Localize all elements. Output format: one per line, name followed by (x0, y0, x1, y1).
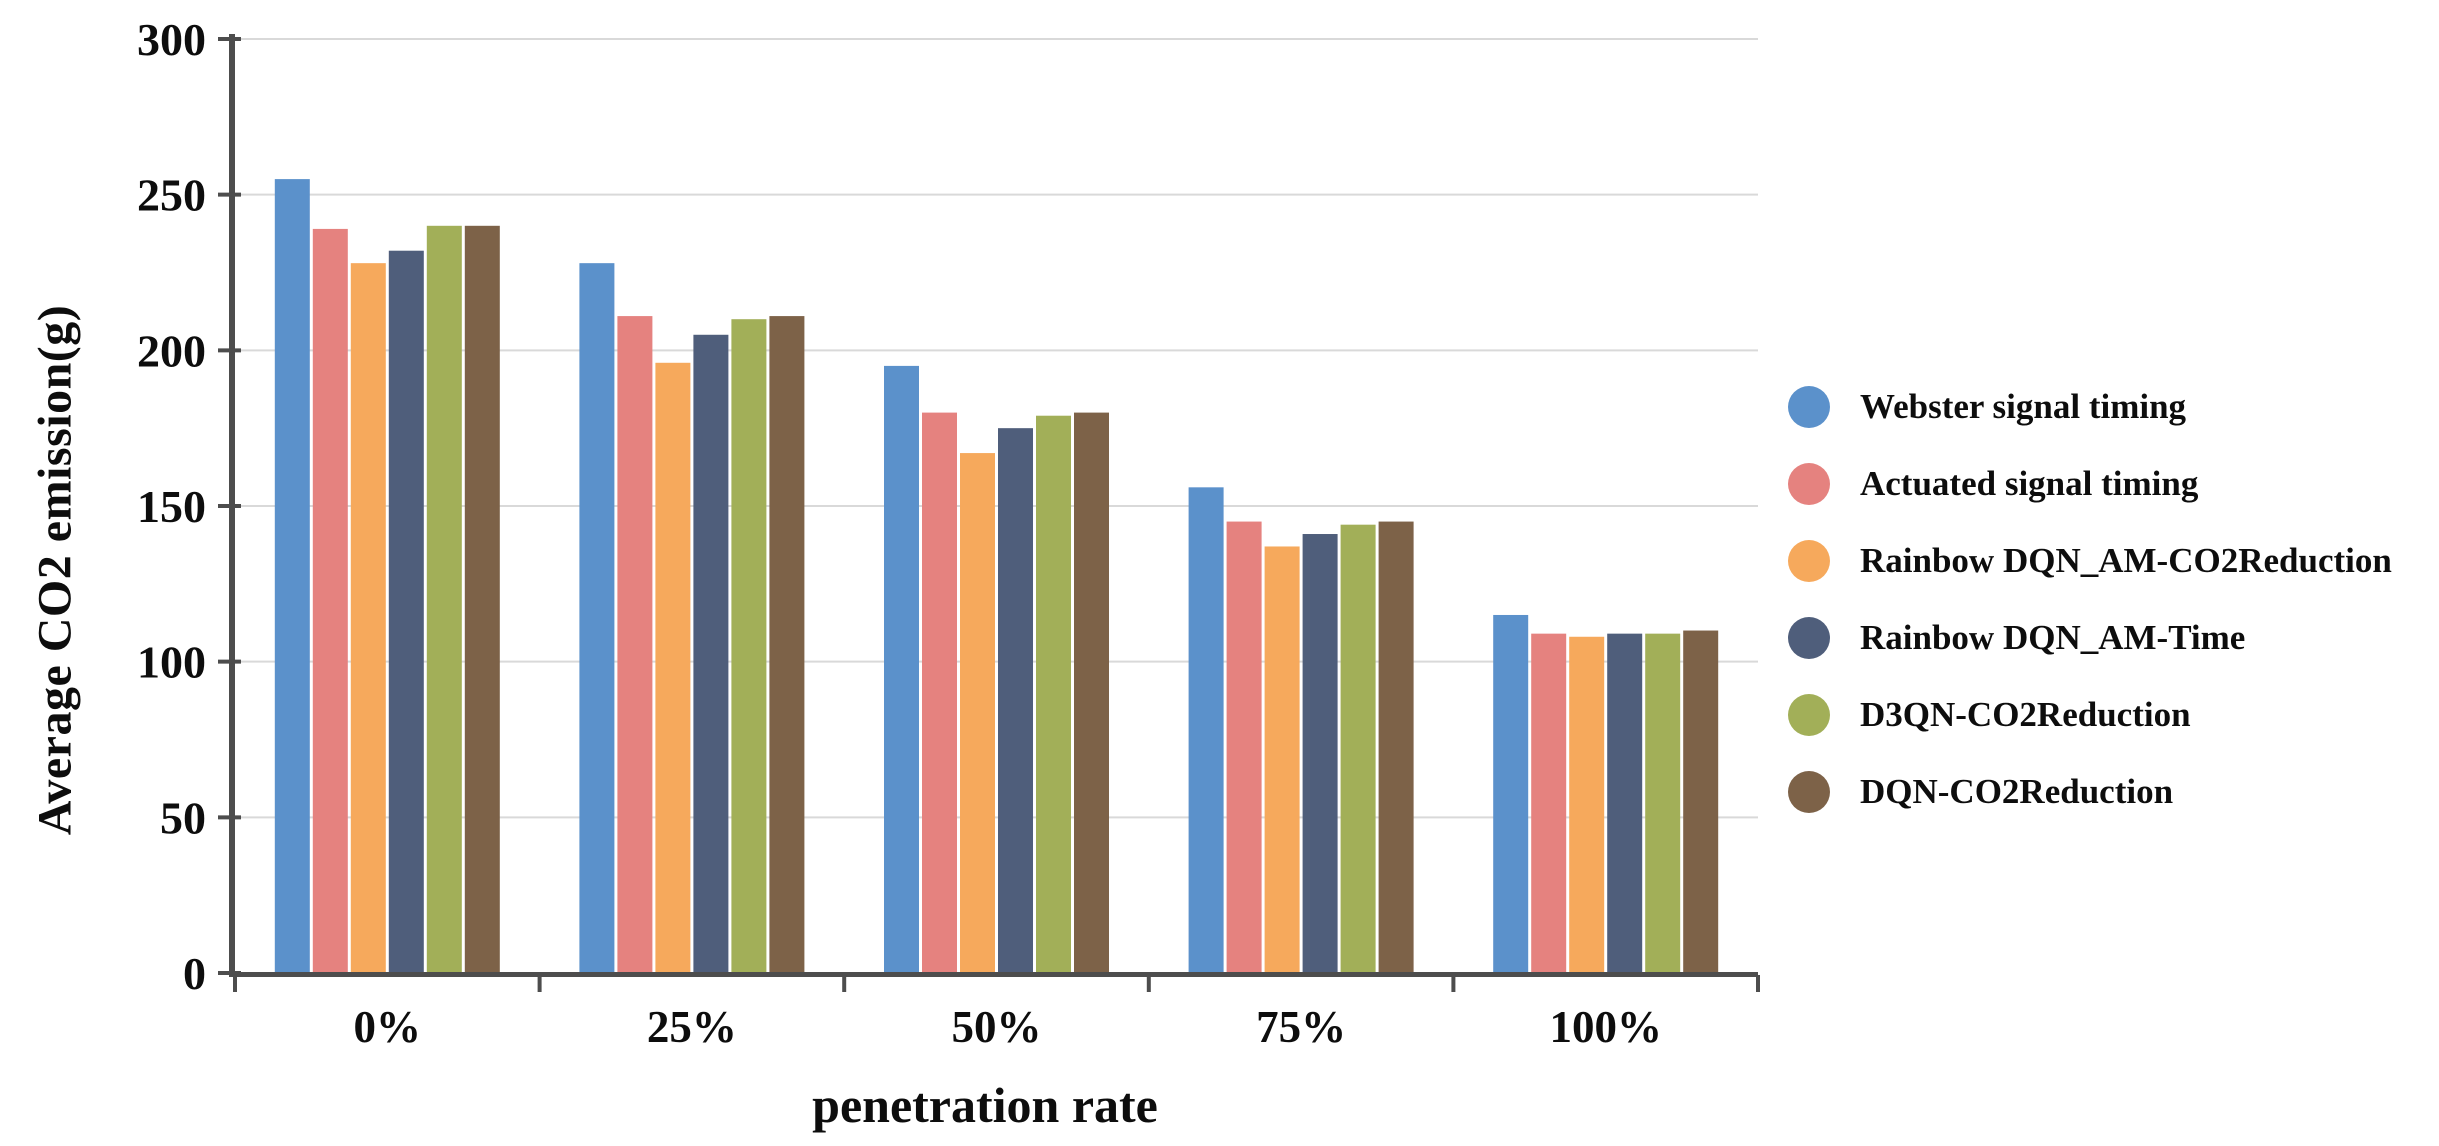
y-tick-label: 250 (137, 170, 206, 221)
bar (1036, 415, 1071, 972)
y-tick-label: 150 (137, 481, 206, 532)
x-axis-title: penetration rate (812, 1077, 1158, 1133)
legend-swatch-icon (1788, 617, 1830, 659)
bar (1607, 633, 1643, 972)
legend-swatch-icon (1788, 694, 1830, 736)
legend-item: Webster signal timing (1788, 386, 2392, 428)
y-tick-label: 200 (137, 325, 206, 376)
legend-swatch-icon (1788, 771, 1830, 813)
bar (617, 316, 653, 972)
legend-item: Actuated signal timing (1788, 463, 2392, 505)
x-tick-label: 25% (647, 1002, 737, 1052)
y-tick-label: 0 (183, 948, 206, 999)
bar (731, 319, 767, 972)
x-tick-label: 75% (1256, 1002, 1346, 1052)
bar (1188, 487, 1224, 972)
bar (1378, 521, 1414, 972)
bar (1493, 614, 1529, 972)
legend-item-label: D3QN-CO2Reduction (1860, 695, 2191, 734)
legend-item: Rainbow DQN_AM-CO2Reduction (1788, 540, 2392, 582)
x-axis-line (229, 972, 1758, 977)
bar (312, 228, 348, 972)
bar (1074, 412, 1109, 973)
bar (769, 316, 805, 972)
y-tick-label: 100 (137, 637, 206, 688)
bar (884, 365, 919, 972)
bar (1340, 524, 1376, 972)
legend-item-label: Actuated signal timing (1860, 464, 2199, 503)
bar (1683, 630, 1719, 972)
legend-item: D3QN-CO2Reduction (1788, 694, 2392, 736)
x-tick-label: 0% (354, 1002, 422, 1052)
bar (579, 263, 615, 972)
legend-item-label: Rainbow DQN_AM-Time (1860, 618, 2246, 657)
bar (1531, 633, 1567, 972)
legend-swatch-icon (1788, 386, 1830, 428)
legend-item: Rainbow DQN_AM-Time (1788, 617, 2392, 659)
bar (693, 334, 729, 972)
y-tick-label: 50 (160, 792, 206, 843)
bar (274, 179, 310, 973)
bar (1226, 521, 1262, 972)
bar (1645, 633, 1681, 972)
legend-item-label: DQN-CO2Reduction (1860, 772, 2174, 811)
bar (1569, 636, 1605, 972)
bar (1302, 534, 1338, 972)
bar (426, 225, 462, 973)
y-tick-label: 300 (137, 14, 206, 65)
legend: Webster signal timing Actuated signal tim… (1788, 386, 2392, 848)
y-axis-title: Average CO2 emission(g) (28, 304, 82, 836)
x-tick-label: 100% (1549, 1002, 1662, 1052)
bar (1264, 546, 1300, 972)
bar (350, 263, 386, 972)
x-tick-label: 50% (952, 1002, 1042, 1052)
bar (464, 225, 500, 973)
bar (388, 250, 424, 972)
legend-item-label: Rainbow DQN_AM-CO2Reduction (1860, 541, 2392, 580)
bar (655, 362, 691, 973)
legend-item: DQN-CO2Reduction (1788, 771, 2392, 813)
bar (960, 453, 995, 972)
legend-swatch-icon (1788, 540, 1830, 582)
legend-item-label: Webster signal timing (1860, 387, 2187, 426)
bar (998, 428, 1033, 973)
bar (922, 412, 957, 973)
legend-swatch-icon (1788, 463, 1830, 505)
